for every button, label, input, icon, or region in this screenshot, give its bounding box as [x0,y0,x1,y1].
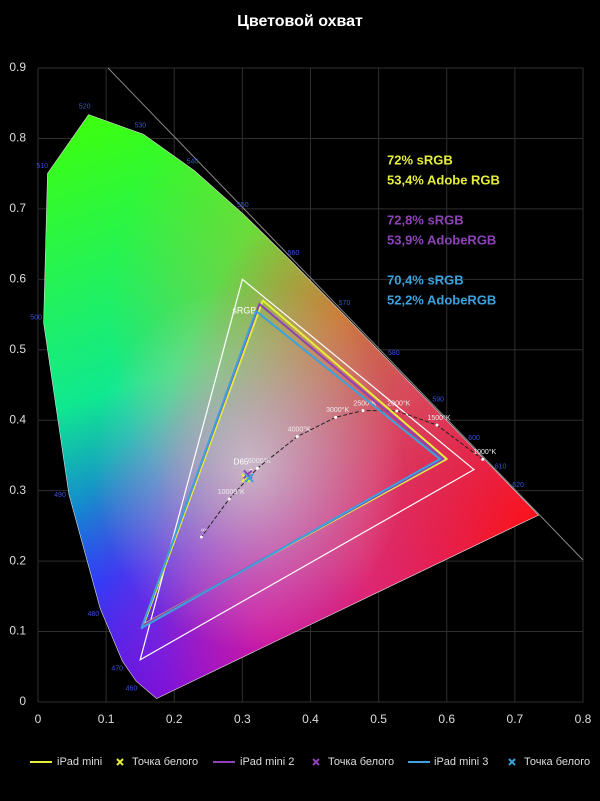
y-tick-label: 0.3 [9,483,26,497]
wavelength-label: 570 [339,300,351,307]
planckian-point [199,535,203,539]
wavelength-label: 540 [187,159,199,166]
wavelength-label: 610 [495,463,507,470]
y-tick-label: 0 [19,694,26,708]
x-tick-label: 0.3 [234,712,251,726]
chart-title: Цветовой охват [237,13,363,30]
planckian-point [295,435,299,439]
planckian-label: 6000°K [248,457,271,465]
y-tick-label: 0.2 [9,553,26,567]
legend-marker [312,758,320,766]
x-tick-label: 0.1 [98,712,115,726]
planckian-point [227,497,231,501]
planckian-label: 10000°K [218,488,245,496]
wavelength-label: 470 [111,665,123,672]
wavelength-label: 510 [36,163,48,170]
x-tick-label: 0.2 [166,712,183,726]
planckian-label: 3000°K [326,406,349,414]
legend-marker [116,758,124,766]
x-tick-label: 0.4 [302,712,319,726]
wavelength-label: 580 [388,350,400,357]
wavelength-label: 520 [79,103,91,110]
coverage-label: 70,4% sRGB [387,272,464,287]
wavelength-label: 500 [30,315,42,322]
wavelength-label: 560 [288,250,300,257]
wavelength-label: 490 [54,492,66,499]
planckian-point [255,466,259,470]
y-tick-label: 0.5 [9,342,26,356]
wavelength-label: 600 [468,435,480,442]
planckian-locus [200,410,484,538]
x-tick-label: 0.6 [438,712,455,726]
coverage-label: 72,8% sRGB [387,212,464,227]
x-tick-label: 0.7 [507,712,524,726]
y-tick-label: 0.7 [9,201,26,215]
legend-marker [508,758,516,766]
planckian-point [435,423,439,427]
y-tick-label: 0.6 [9,272,26,286]
x-tick-label: 0.5 [370,712,387,726]
reference-gamut [139,278,476,661]
d65-label: D65 [234,457,249,466]
wavelength-label: 480 [88,611,100,618]
wavelength-label: 550 [237,202,249,209]
legend-label: iPad mini 2 [240,756,294,768]
planckian-label: 4000°K [288,425,311,433]
gamut-triangle [140,310,441,630]
coverage-label: 72% sRGB [387,152,453,167]
coverage-label: 53,9% AdobeRGB [387,232,496,247]
legend-label: iPad mini [57,756,102,768]
planckian-label: 1000°K [473,448,496,456]
reference-label: sRGB [232,306,256,316]
planckian-point [361,409,365,413]
white-point [244,473,254,483]
y-tick-label: 0.1 [9,624,26,638]
boundary-line [107,67,584,561]
y-tick-label: 0.9 [9,60,26,74]
wavelength-label: 460 [126,686,138,693]
legend-label: Точка белого [328,756,394,768]
locus-fill [43,114,539,699]
legend: iPad mini Точка белого iPad mini 2 Точка бе… [30,756,590,768]
spectral-locus [43,114,540,699]
coverage-label: 52,2% AdobeRGB [387,292,496,307]
legend-label: Точка белого [524,756,590,768]
planckian-label: ∞ [201,527,206,534]
wavelength-label: 590 [432,397,444,404]
x-tick-label: 0.8 [575,712,592,726]
planckian-point [395,409,399,413]
planckian-label: 2000°K [387,400,410,408]
planckian-label: 1500°K [427,414,450,422]
coverage-label: 53,4% Adobe RGB [387,172,500,187]
plot: 460 470 480 490 500 510 520 530 540 550 560 570 580 5… [30,103,540,699]
legend-label: iPad mini 3 [434,756,488,768]
planckian-label: 2500°K [353,399,376,407]
wavelength-label: 530 [135,123,147,130]
wavelength-label: 620 [512,482,524,489]
planckian-point [334,415,338,419]
y-tick-label: 0.8 [9,131,26,145]
planckian-point [481,457,485,461]
x-tick-label: 0 [35,712,42,726]
legend-label: Точка белого [132,756,198,768]
y-tick-label: 0.4 [9,412,26,426]
